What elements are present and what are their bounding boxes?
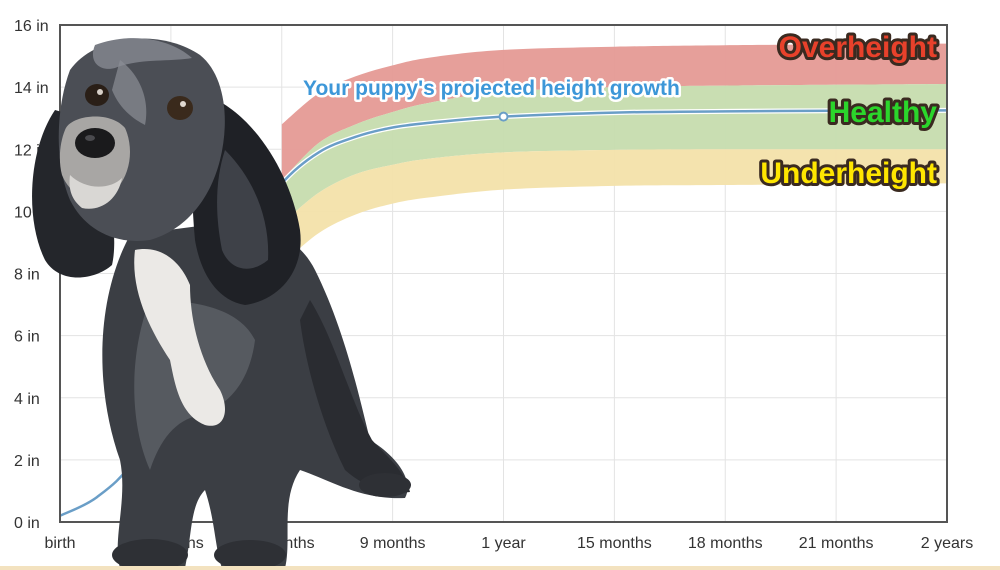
band-label-underheight: Underheight bbox=[760, 157, 937, 190]
x-tick-label: 9 months bbox=[360, 535, 426, 552]
y-tick-label: 14 in bbox=[14, 80, 49, 97]
projected-growth-label: Your puppy's projected height growth bbox=[303, 77, 680, 100]
x-tick-label: 18 months bbox=[688, 535, 763, 552]
x-tick-label: 21 months bbox=[799, 535, 874, 552]
y-tick-label: 4 in bbox=[14, 391, 40, 408]
bottom-border bbox=[0, 566, 1000, 570]
band-underheight bbox=[281, 149, 947, 265]
y-tick-label: 2 in bbox=[14, 453, 40, 470]
chart-annotations: Overheight Healthy Underheight Your puppy's… bbox=[301, 28, 941, 193]
band-label-overheight: Overheight bbox=[779, 31, 937, 64]
x-tick-label: 1 year bbox=[481, 535, 526, 552]
y-tick-label: 16 in bbox=[14, 18, 49, 35]
band-overheight bbox=[281, 43, 947, 181]
growth-marker bbox=[498, 111, 509, 122]
x-tick-label: 2 years bbox=[921, 535, 973, 552]
x-tick-label: birth bbox=[44, 535, 75, 552]
x-tick-label: 15 months bbox=[577, 535, 652, 552]
band-label-healthy: Healthy bbox=[829, 96, 938, 129]
y-tick-label: 6 in bbox=[14, 329, 40, 346]
y-tick-label: 8 in bbox=[14, 267, 40, 284]
y-tick-label: 0 in bbox=[14, 515, 40, 532]
puppy-photo bbox=[32, 38, 411, 570]
